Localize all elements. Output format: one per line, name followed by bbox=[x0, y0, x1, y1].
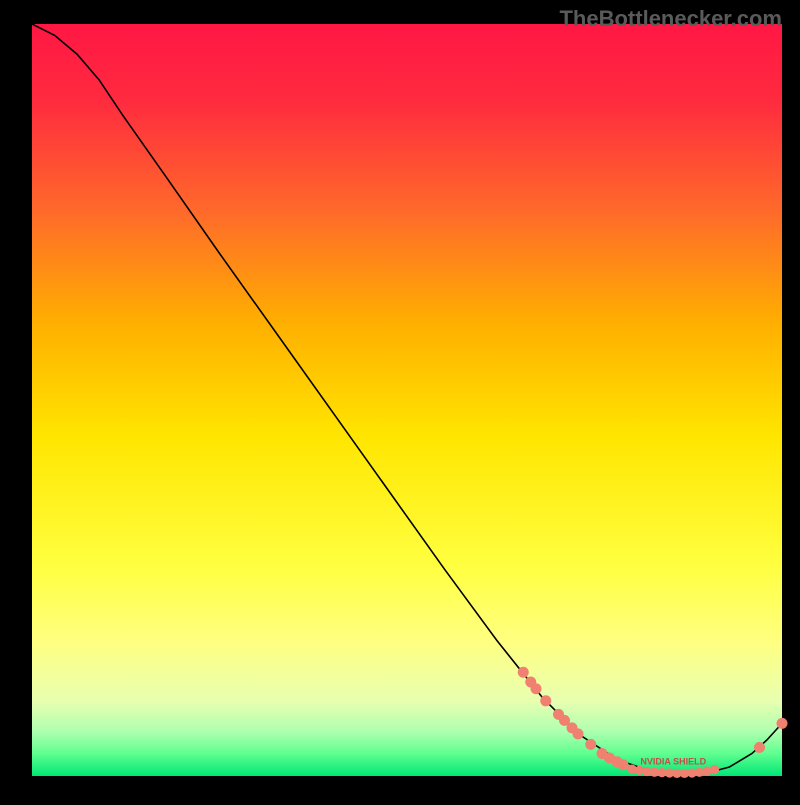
data-marker bbox=[754, 742, 765, 753]
data-marker bbox=[618, 759, 629, 770]
data-marker bbox=[573, 728, 584, 739]
data-marker bbox=[710, 765, 719, 774]
data-marker bbox=[518, 667, 529, 678]
bottleneck-chart: NVIDIA SHIELD bbox=[0, 0, 800, 800]
chart-container: NVIDIA SHIELD bbox=[0, 0, 800, 800]
data-marker bbox=[777, 718, 788, 729]
chart-background bbox=[32, 24, 782, 776]
data-marker bbox=[531, 683, 542, 694]
watermark-text: TheBottlenecker.com bbox=[559, 6, 782, 32]
data-marker bbox=[540, 695, 551, 706]
series-label: NVIDIA SHIELD bbox=[640, 757, 706, 767]
data-marker bbox=[585, 739, 596, 750]
